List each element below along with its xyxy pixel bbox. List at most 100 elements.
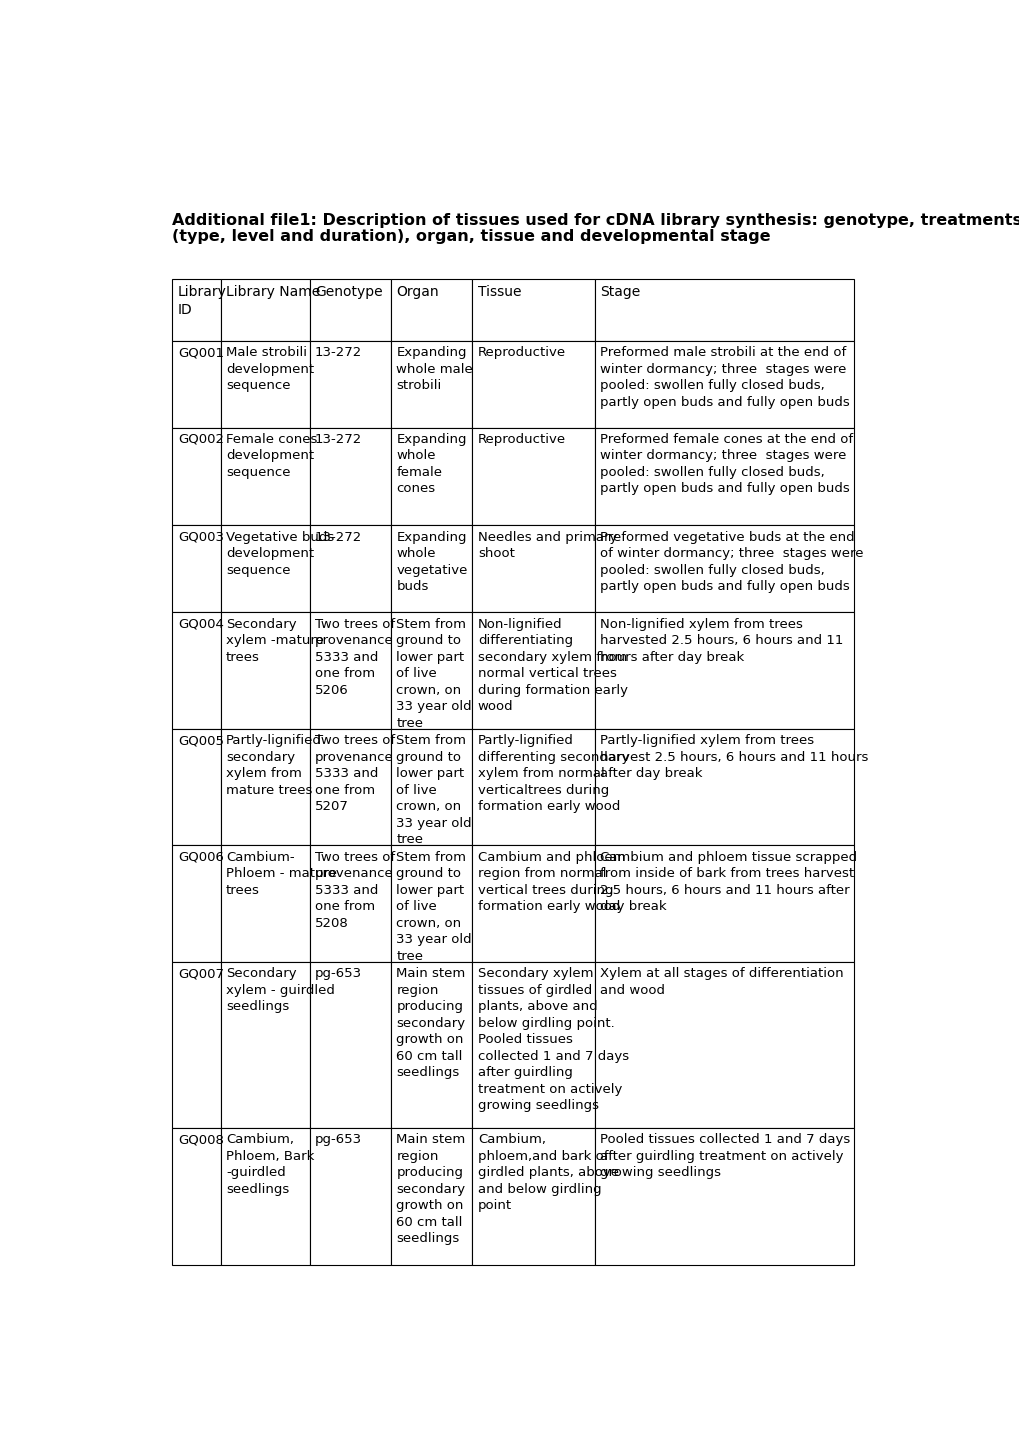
Text: pg-653: pg-653 bbox=[315, 1133, 362, 1146]
Bar bbox=[172, 1128, 220, 1266]
Text: Partly-lignified
differenting secondary
xylem from normal
verticaltrees during
f: Partly-lignified differenting secondary … bbox=[477, 734, 629, 814]
Text: Organ: Organ bbox=[396, 284, 438, 299]
Bar bbox=[472, 1128, 594, 1266]
Bar bbox=[172, 341, 220, 427]
Bar bbox=[220, 1128, 310, 1266]
Text: Stage: Stage bbox=[599, 284, 640, 299]
Text: Preformed male strobili at the end of
winter dormancy; three  stages were
pooled: Preformed male strobili at the end of wi… bbox=[599, 346, 849, 408]
Text: Secondary xylem
tissues of girdled
plants, above and
below girdling point.
Poole: Secondary xylem tissues of girdled plant… bbox=[477, 967, 629, 1113]
Text: GQ008: GQ008 bbox=[177, 1133, 223, 1146]
Bar bbox=[594, 1128, 854, 1266]
Text: Partly-lignified
secondary
xylem from
mature trees: Partly-lignified secondary xylem from ma… bbox=[225, 734, 321, 797]
Text: Preformed vegetative buds at the end
of winter dormancy; three  stages were
pool: Preformed vegetative buds at the end of … bbox=[599, 531, 863, 593]
Bar bbox=[310, 280, 390, 341]
Text: (type, level and duration), organ, tissue and developmental stage: (type, level and duration), organ, tissu… bbox=[172, 228, 770, 244]
Text: 13-272: 13-272 bbox=[315, 531, 362, 544]
Bar bbox=[310, 612, 390, 729]
Text: Main stem
region
producing
secondary
growth on
60 cm tall
seedlings: Main stem region producing secondary gro… bbox=[396, 967, 466, 1079]
Bar bbox=[172, 846, 220, 962]
Text: Library Name: Library Name bbox=[225, 284, 320, 299]
Bar bbox=[390, 280, 472, 341]
Bar bbox=[390, 341, 472, 427]
Text: Main stem
region
producing
secondary
growth on
60 cm tall
seedlings: Main stem region producing secondary gro… bbox=[396, 1133, 466, 1245]
Text: GQ004: GQ004 bbox=[177, 618, 223, 631]
Text: Stem from
ground to
lower part
of live
crown, on
33 year old
tree: Stem from ground to lower part of live c… bbox=[396, 734, 472, 846]
Text: Partly-lignified xylem from trees
harvest 2.5 hours, 6 hours and 11 hours
after : Partly-lignified xylem from trees harves… bbox=[599, 734, 868, 781]
Bar bbox=[594, 846, 854, 962]
Bar bbox=[390, 962, 472, 1128]
Text: GQ006: GQ006 bbox=[177, 851, 223, 864]
Bar bbox=[310, 729, 390, 846]
Bar bbox=[220, 962, 310, 1128]
Bar bbox=[594, 612, 854, 729]
Text: GQ002: GQ002 bbox=[177, 433, 223, 446]
Bar bbox=[472, 846, 594, 962]
Bar bbox=[220, 729, 310, 846]
Text: pg-653: pg-653 bbox=[315, 967, 362, 980]
Text: Tissue: Tissue bbox=[477, 284, 521, 299]
Bar bbox=[390, 427, 472, 525]
Text: Preformed female cones at the end of
winter dormancy; three  stages were
pooled:: Preformed female cones at the end of win… bbox=[599, 433, 853, 495]
Text: Library
ID: Library ID bbox=[177, 284, 226, 316]
Bar bbox=[220, 341, 310, 427]
Text: Non-lignified xylem from trees
harvested 2.5 hours, 6 hours and 11
hours after d: Non-lignified xylem from trees harvested… bbox=[599, 618, 843, 664]
Bar bbox=[172, 962, 220, 1128]
Text: Cambium-
Phloem - mature
trees: Cambium- Phloem - mature trees bbox=[225, 851, 336, 896]
Text: Secondary
xylem - guirdled
seedlings: Secondary xylem - guirdled seedlings bbox=[225, 967, 334, 1013]
Bar bbox=[172, 280, 220, 341]
Text: GQ007: GQ007 bbox=[177, 967, 223, 980]
Bar bbox=[310, 341, 390, 427]
Text: Xylem at all stages of differentiation
and wood: Xylem at all stages of differentiation a… bbox=[599, 967, 843, 997]
Text: Vegetative buds
development
sequence: Vegetative buds development sequence bbox=[225, 531, 334, 577]
Text: 13-272: 13-272 bbox=[315, 346, 362, 359]
Bar bbox=[472, 962, 594, 1128]
Bar bbox=[594, 341, 854, 427]
Bar bbox=[472, 280, 594, 341]
Bar bbox=[594, 525, 854, 612]
Bar bbox=[220, 612, 310, 729]
Bar bbox=[594, 729, 854, 846]
Bar bbox=[172, 612, 220, 729]
Bar bbox=[472, 427, 594, 525]
Text: Genotype: Genotype bbox=[315, 284, 382, 299]
Text: Two trees of
provenance
5333 and
one from
5206: Two trees of provenance 5333 and one fro… bbox=[315, 618, 394, 697]
Bar bbox=[472, 341, 594, 427]
Bar bbox=[472, 729, 594, 846]
Bar bbox=[172, 427, 220, 525]
Bar bbox=[310, 525, 390, 612]
Text: GQ003: GQ003 bbox=[177, 531, 223, 544]
Text: Cambium,
Phloem, Bark
-guirdled
seedlings: Cambium, Phloem, Bark -guirdled seedling… bbox=[225, 1133, 314, 1196]
Bar bbox=[220, 846, 310, 962]
Text: Cambium and phloem
region from normal
vertical trees during
formation early wood: Cambium and phloem region from normal ve… bbox=[477, 851, 625, 913]
Text: Additional file1: Description of tissues used for cDNA library synthesis: genoty: Additional file1: Description of tissues… bbox=[172, 214, 1019, 228]
Text: Reproductive: Reproductive bbox=[477, 433, 566, 446]
Bar bbox=[594, 427, 854, 525]
Text: Expanding
whole male
strobili: Expanding whole male strobili bbox=[396, 346, 473, 392]
Bar bbox=[390, 729, 472, 846]
Text: Two trees of
provenance
5333 and
one from
5207: Two trees of provenance 5333 and one fro… bbox=[315, 734, 394, 814]
Text: GQ005: GQ005 bbox=[177, 734, 223, 747]
Text: Female cones
development
sequence: Female cones development sequence bbox=[225, 433, 317, 479]
Bar bbox=[390, 525, 472, 612]
Bar bbox=[172, 729, 220, 846]
Text: Two trees of
provenance
5333 and
one from
5208: Two trees of provenance 5333 and one fro… bbox=[315, 851, 394, 929]
Text: Cambium and phloem tissue scrapped
from inside of bark from trees harvest
2.5 ho: Cambium and phloem tissue scrapped from … bbox=[599, 851, 857, 913]
Bar bbox=[310, 427, 390, 525]
Text: Non-lignified
differentiating
secondary xylem from
normal vertical trees
during : Non-lignified differentiating secondary … bbox=[477, 618, 627, 713]
Bar bbox=[390, 846, 472, 962]
Text: Needles and primary
shoot: Needles and primary shoot bbox=[477, 531, 616, 560]
Bar bbox=[310, 1128, 390, 1266]
Bar bbox=[594, 280, 854, 341]
Bar bbox=[220, 280, 310, 341]
Bar bbox=[310, 846, 390, 962]
Bar bbox=[220, 525, 310, 612]
Bar bbox=[390, 612, 472, 729]
Text: Secondary
xylem -mature
trees: Secondary xylem -mature trees bbox=[225, 618, 323, 664]
Bar bbox=[472, 612, 594, 729]
Text: Expanding
whole
vegetative
buds: Expanding whole vegetative buds bbox=[396, 531, 468, 593]
Text: Stem from
ground to
lower part
of live
crown, on
33 year old
tree: Stem from ground to lower part of live c… bbox=[396, 618, 472, 730]
Bar bbox=[472, 525, 594, 612]
Bar bbox=[220, 427, 310, 525]
Text: Reproductive: Reproductive bbox=[477, 346, 566, 359]
Bar bbox=[390, 1128, 472, 1266]
